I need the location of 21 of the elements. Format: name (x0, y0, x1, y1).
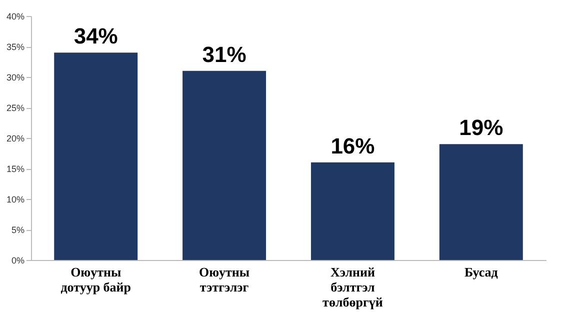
x-tick-label: Оюутны дотуур байр (60, 264, 132, 294)
y-tick-label: 15% (6, 164, 24, 174)
y-tick-label: 5% (11, 225, 24, 235)
y-tick-label: 30% (6, 72, 24, 82)
data-label: 34% (74, 24, 118, 49)
y-tick-label: 20% (6, 134, 24, 144)
x-tick-label: Хэлний бэлтгэл төлбөргүй (322, 264, 384, 310)
x-tick-label: Оюутны тэтгэлэг (198, 264, 250, 294)
bar (310, 162, 394, 260)
data-label: 16% (330, 133, 375, 158)
y-tick-label: 10% (6, 194, 24, 204)
data-label: 31% (202, 42, 246, 67)
data-label: 19% (459, 115, 504, 140)
y-tick-label: 40% (6, 12, 24, 22)
bar (182, 70, 266, 260)
y-tick-label: 0% (11, 256, 24, 266)
x-tick-label: Бусад (464, 264, 498, 280)
y-tick-label: 35% (6, 42, 24, 52)
y-tick-label: 25% (6, 103, 24, 113)
bar (439, 144, 523, 260)
bar (54, 52, 138, 260)
